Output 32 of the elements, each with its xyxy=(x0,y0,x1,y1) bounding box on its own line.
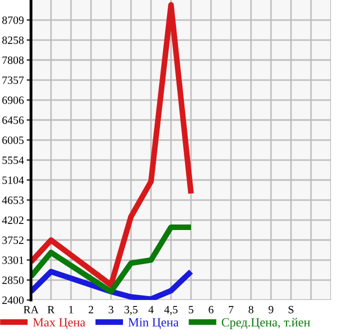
x-tick-label: 1 xyxy=(69,306,74,314)
x-tick-label: 6 xyxy=(208,306,214,314)
legend-label: Max Цена xyxy=(33,318,86,330)
y-tick-label: 3752 xyxy=(2,236,24,244)
y-tick-label: 4202 xyxy=(2,216,24,224)
y-tick-label: 3301 xyxy=(2,256,24,264)
x-tick-label: 3,5 xyxy=(124,306,138,315)
y-tick-label: 8258 xyxy=(2,36,24,44)
y-tick-label: 7808 xyxy=(2,56,24,64)
y-tick-label: 6005 xyxy=(2,136,24,144)
y-tick-label: 7357 xyxy=(2,76,24,84)
x-tick-label: 4,5 xyxy=(164,306,178,315)
x-tick-label: 3 xyxy=(108,306,114,314)
y-tick-label: 5554 xyxy=(2,156,24,164)
legend-label: Сред.Цена, т.йен xyxy=(222,318,310,330)
y-tick-label: 6906 xyxy=(2,96,24,104)
x-tick-label: 5 xyxy=(188,306,194,314)
x-tick-label: 4 xyxy=(148,306,154,314)
y-tick-label: 5104 xyxy=(2,176,24,184)
x-tick-label: S xyxy=(288,306,294,314)
x-tick-label: 9 xyxy=(268,306,274,314)
y-tick-label: 4653 xyxy=(2,196,24,204)
y-tick-label: 2850 xyxy=(2,276,24,284)
x-tick-label: R xyxy=(48,306,55,314)
x-tick-label: 2 xyxy=(88,306,94,314)
y-tick-label: 6456 xyxy=(2,116,24,124)
y-tick-label: 2400 xyxy=(2,296,24,304)
x-tick-label: 7 xyxy=(228,306,234,314)
x-tick-label: RA xyxy=(24,306,39,314)
y-tick-label: 8709 xyxy=(2,16,24,24)
legend-label: Min Цена xyxy=(128,318,179,330)
x-tick-label: 8 xyxy=(248,306,254,314)
